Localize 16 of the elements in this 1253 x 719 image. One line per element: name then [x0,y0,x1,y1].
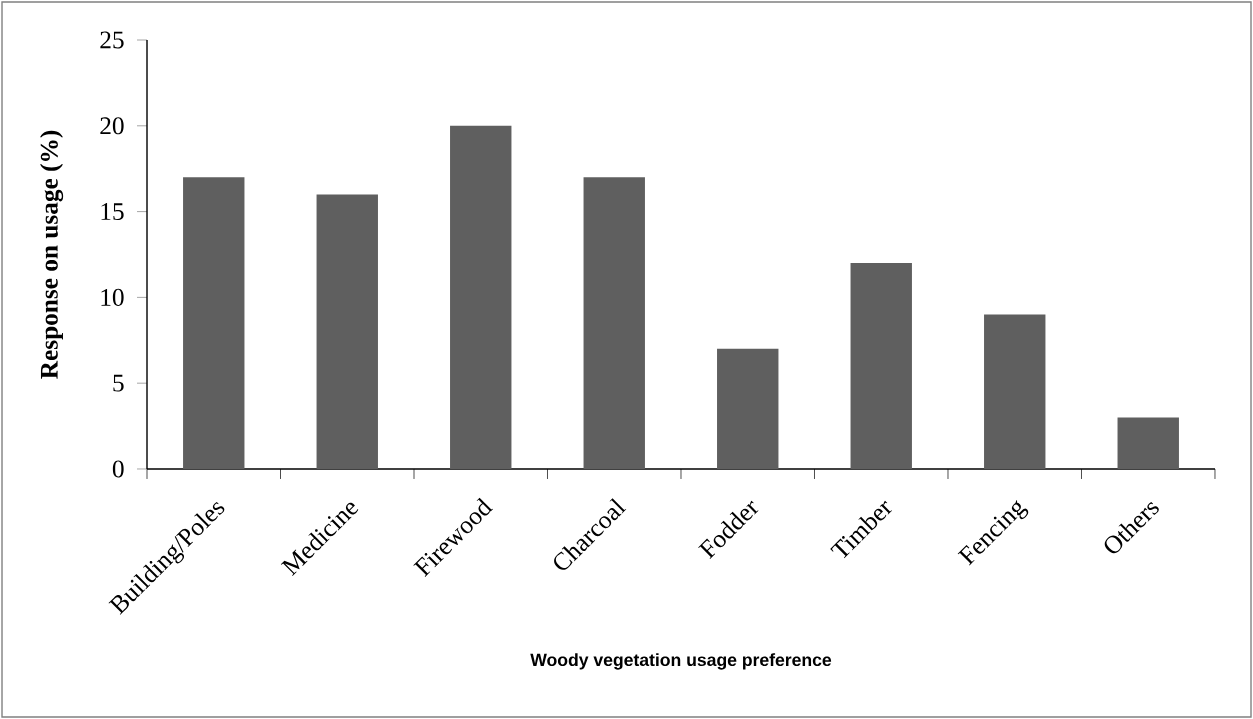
bar [183,177,245,469]
bar [1117,417,1179,469]
bar [316,194,378,469]
y-tick-label: 15 [101,203,124,221]
bar [583,177,645,469]
y-tick-label: 0 [112,460,124,478]
bar [717,348,779,469]
y-axis-title: Response on usage (%) [40,130,64,379]
x-axis-title: Woody vegetation usage preference [530,653,832,670]
bar [850,263,912,469]
y-tick-label: 10 [101,288,124,306]
bar [984,314,1046,469]
bar [450,125,512,469]
y-tick-label: 20 [100,117,124,135]
y-tick-label: 25 [100,31,124,49]
y-tick-label: 5 [113,374,124,392]
